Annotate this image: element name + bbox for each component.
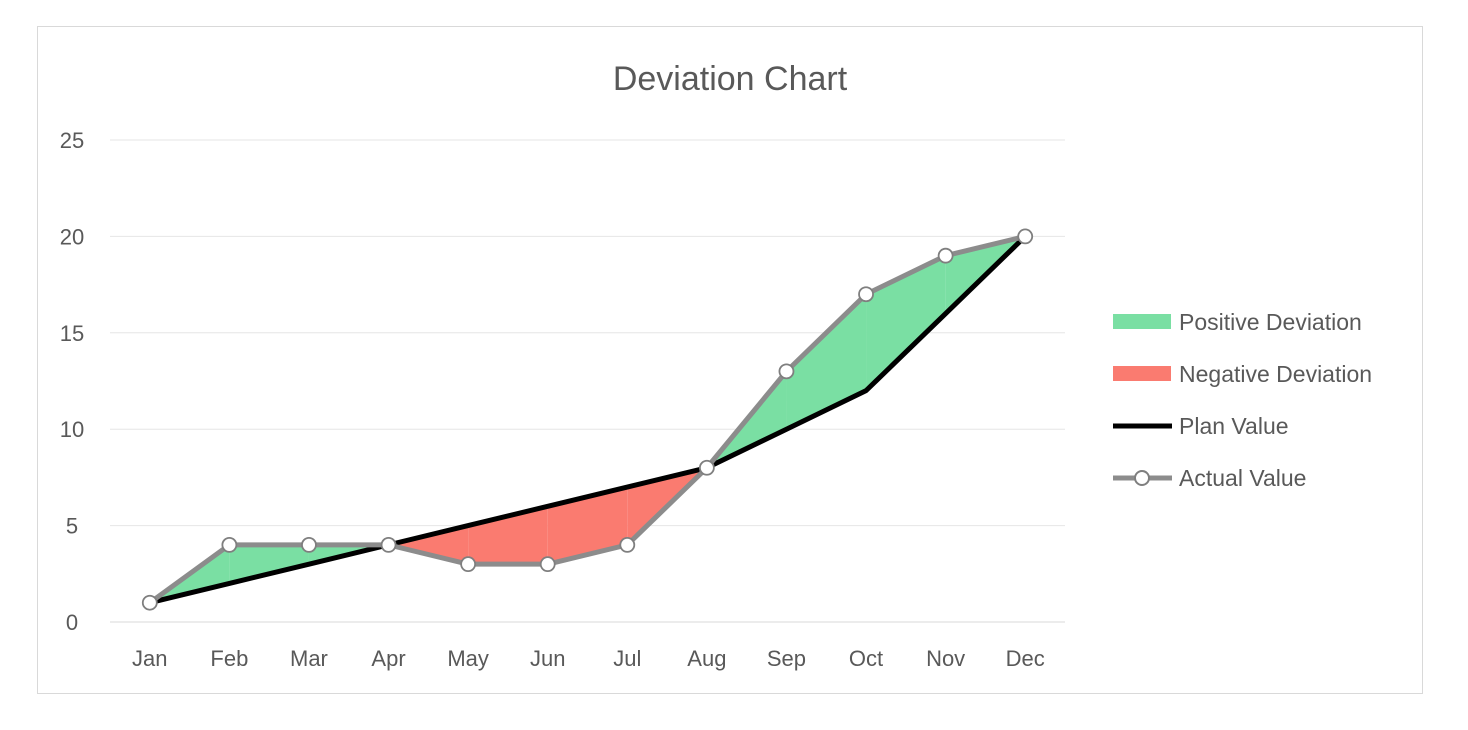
positive-deviation-area-9-0	[866, 255, 946, 391]
series-markers	[141, 228, 1034, 611]
positive-deviation-area-8-0	[786, 294, 867, 430]
y-tick-label-0: 0	[66, 610, 78, 635]
legend-label-plan-value: Plan Value	[1179, 413, 1289, 439]
legend-item-positive-deviation: Positive Deviation	[1113, 309, 1362, 335]
legend: Positive Deviation Negative Deviation Pl…	[1113, 309, 1372, 491]
legend-marker-actual-value	[1134, 470, 1150, 486]
positive-deviation-area-1-0	[229, 544, 309, 584]
chart-area	[37, 26, 1423, 694]
actual-value-marker-nov	[937, 247, 954, 264]
x-tick-label-jan: Jan	[132, 646, 167, 671]
x-tick-label-apr: Apr	[371, 646, 405, 671]
y-tick-label-25: 25	[60, 128, 84, 153]
negative-deviation-area-3-0	[388, 525, 469, 565]
x-tick-label-aug: Aug	[687, 646, 726, 671]
gridlines	[110, 139, 1065, 623]
actual-value-marker-feb	[221, 536, 238, 553]
x-axis-ticks: Jan Feb Mar Apr May Jun Jul Aug Sep Oct Nov Dec	[132, 646, 1045, 671]
legend-swatch-negative-deviation	[1113, 366, 1171, 381]
series-lines	[148, 233, 1027, 606]
y-tick-label-20: 20	[60, 224, 84, 249]
legend-swatch-positive-deviation	[1113, 314, 1171, 329]
actual-value-line	[148, 233, 1026, 605]
x-tick-label-jul: Jul	[613, 646, 641, 671]
x-tick-label-sep: Sep	[767, 646, 806, 671]
y-tick-label-5: 5	[66, 514, 78, 539]
x-tick-label-feb: Feb	[210, 646, 248, 671]
chart-title: Deviation Chart	[613, 60, 848, 98]
y-axis-ticks: 0 5 10 15 20 25	[60, 128, 84, 635]
actual-value-marker-jan	[141, 594, 158, 611]
plan-value-line	[149, 234, 1027, 606]
actual-value-marker-jul	[619, 536, 636, 553]
deviation-areas	[149, 236, 1026, 603]
negative-deviation-area-5-0	[547, 487, 628, 565]
actual-value-marker-oct	[858, 286, 874, 303]
x-tick-label-nov: Nov	[926, 646, 965, 671]
x-tick-label-may: May	[447, 646, 489, 671]
y-tick-label-15: 15	[60, 321, 84, 346]
legend-label-actual-value: Actual Value	[1179, 465, 1306, 491]
actual-value-marker-apr	[380, 536, 397, 553]
legend-label-negative-deviation: Negative Deviation	[1179, 361, 1372, 387]
legend-item-plan-value: Plan Value	[1113, 413, 1289, 439]
actual-value-marker-dec	[1017, 228, 1034, 245]
legend-item-actual-value: Actual Value	[1113, 465, 1306, 491]
x-tick-label-jun: Jun	[530, 646, 565, 671]
x-tick-label-mar: Mar	[290, 646, 328, 671]
x-tick-label-oct: Oct	[849, 646, 883, 671]
actual-value-marker-mar	[301, 536, 317, 553]
actual-value-marker-jun	[539, 556, 556, 573]
legend-label-positive-deviation: Positive Deviation	[1179, 309, 1362, 335]
legend-item-negative-deviation: Negative Deviation	[1113, 361, 1372, 387]
y-tick-label-10: 10	[60, 417, 84, 442]
actual-value-marker-aug	[698, 459, 715, 476]
x-tick-label-dec: Dec	[1006, 646, 1045, 671]
actual-value-marker-sep	[778, 363, 795, 380]
actual-value-marker-may	[460, 556, 477, 573]
